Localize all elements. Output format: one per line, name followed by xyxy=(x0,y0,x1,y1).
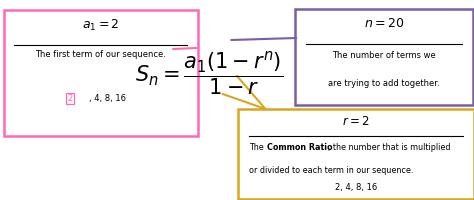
FancyBboxPatch shape xyxy=(295,9,473,105)
FancyBboxPatch shape xyxy=(238,109,474,199)
Text: , the number that is multiplied: , the number that is multiplied xyxy=(328,143,451,152)
Text: $\mathit{r = 2}$: $\mathit{r = 2}$ xyxy=(342,115,370,128)
Text: or divided to each term in our sequence.: or divided to each term in our sequence. xyxy=(249,166,413,175)
Text: The number of terms we: The number of terms we xyxy=(332,51,436,60)
Text: The: The xyxy=(249,143,266,152)
Text: The first term of our sequence.: The first term of our sequence. xyxy=(35,50,166,59)
Text: 2, 4, 8, 16: 2, 4, 8, 16 xyxy=(335,183,377,192)
Text: 2: 2 xyxy=(67,94,73,103)
FancyBboxPatch shape xyxy=(4,10,198,136)
Text: Common Ratio: Common Ratio xyxy=(267,143,332,152)
Text: $S_n = \dfrac{a_1(1-r^n)}{1-r}$: $S_n = \dfrac{a_1(1-r^n)}{1-r}$ xyxy=(135,50,283,98)
Text: $\mathit{n = 20}$: $\mathit{n = 20}$ xyxy=(364,17,404,30)
Text: , 4, 8, 16: , 4, 8, 16 xyxy=(89,94,126,103)
Text: are trying to add together.: are trying to add together. xyxy=(328,79,440,88)
Text: $\mathit{a_1 = 2}$: $\mathit{a_1 = 2}$ xyxy=(82,18,119,33)
